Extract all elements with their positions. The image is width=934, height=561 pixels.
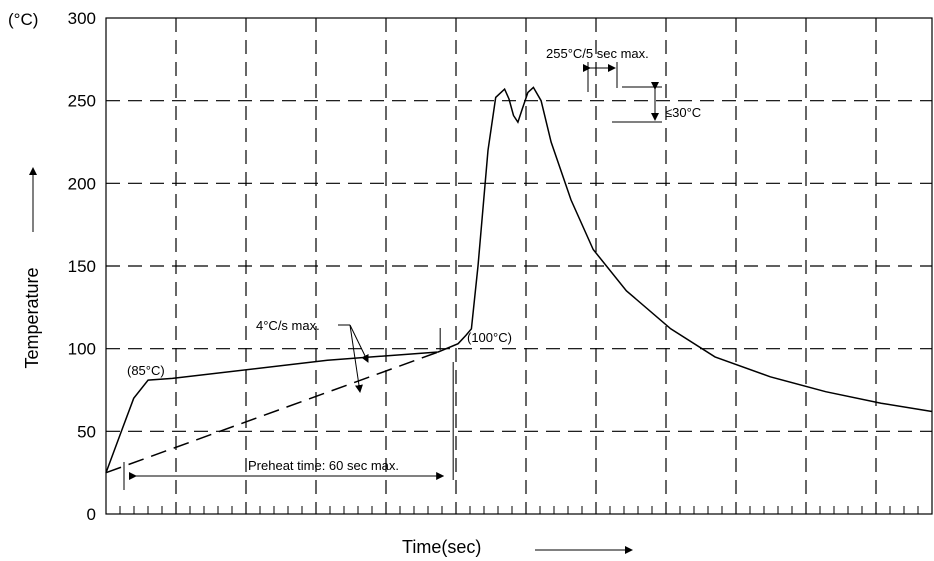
grid bbox=[106, 18, 932, 514]
y-tick-labels: 0 50 100 150 200 250 300 bbox=[68, 9, 96, 524]
y-tick-label: 0 bbox=[87, 505, 96, 524]
y-tick-label: 150 bbox=[68, 257, 96, 276]
ramp-arrow-solid bbox=[349, 324, 369, 363]
y-unit-label: (°C) bbox=[8, 10, 38, 29]
x-axis-title: Time(sec) bbox=[402, 537, 481, 557]
y-tick-label: 200 bbox=[68, 174, 96, 193]
ramp-rate-label: 4°C/s max. bbox=[256, 318, 320, 333]
annotations bbox=[123, 62, 662, 490]
series bbox=[105, 86, 933, 474]
y-tick-label: 50 bbox=[77, 422, 96, 441]
y-tick-label: 100 bbox=[68, 340, 96, 359]
temperature-profile-line bbox=[105, 86, 933, 473]
y-tick-label: 300 bbox=[68, 9, 96, 28]
plot-frame bbox=[105, 17, 933, 515]
dip-range-label: ≤30°C bbox=[665, 105, 701, 120]
x-minor-ticks bbox=[105, 506, 933, 514]
preheat-time-label: Preheat time: 60 sec max. bbox=[248, 458, 399, 473]
ramp-reference-line bbox=[105, 351, 439, 474]
y-axis-title: Temperature bbox=[22, 267, 42, 368]
start-temp-label: (85°C) bbox=[127, 363, 165, 378]
ramp-arrow-dashed bbox=[349, 324, 363, 393]
y-tick-label: 250 bbox=[68, 92, 96, 111]
peak-time-label: 255°C/5 sec max. bbox=[546, 46, 649, 61]
end-temp-label: (100°C) bbox=[467, 330, 512, 345]
